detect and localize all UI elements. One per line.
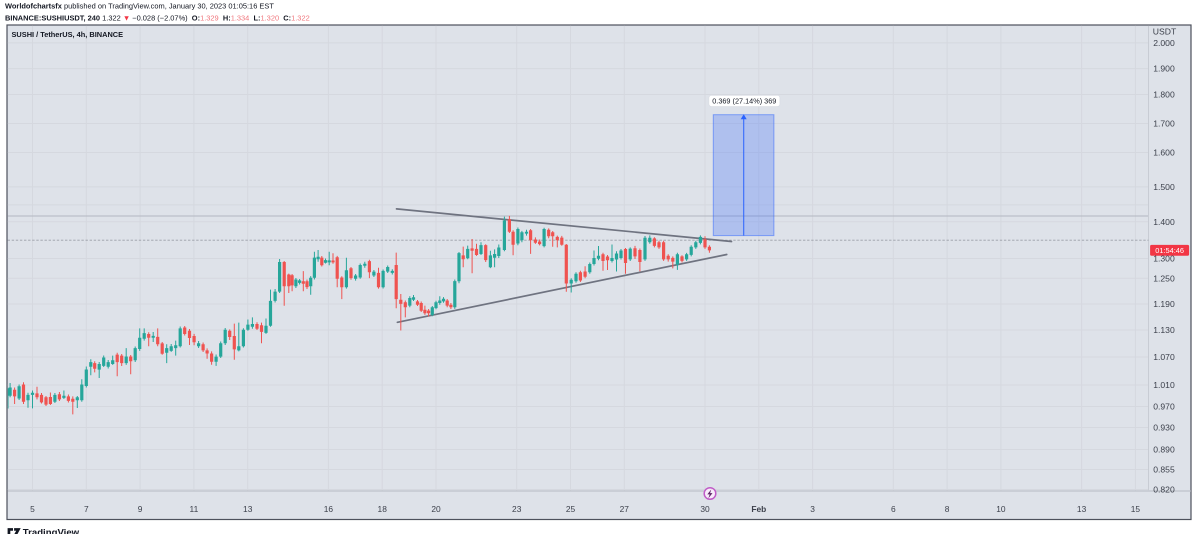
svg-text:0.369 (27.14%) 369: 0.369 (27.14%) 369 — [712, 97, 776, 106]
svg-text:6: 6 — [891, 504, 896, 514]
svg-text:0.970: 0.970 — [1153, 402, 1175, 412]
svg-text:23: 23 — [512, 504, 522, 514]
svg-text:1.500: 1.500 — [1153, 182, 1175, 192]
svg-text:1.400: 1.400 — [1153, 217, 1175, 227]
svg-text:9: 9 — [138, 504, 143, 514]
svg-text:2.000: 2.000 — [1153, 38, 1175, 48]
svg-text:1.190: 1.190 — [1153, 299, 1175, 309]
svg-text:USDT: USDT — [1153, 27, 1177, 37]
svg-text:Feb: Feb — [751, 504, 766, 514]
svg-text:1.300: 1.300 — [1153, 254, 1175, 264]
svg-text:1.250: 1.250 — [1153, 273, 1175, 283]
svg-text:7: 7 — [84, 504, 89, 514]
svg-text:18: 18 — [378, 504, 388, 514]
svg-text:1.010: 1.010 — [1153, 380, 1175, 390]
svg-text:20: 20 — [431, 504, 441, 514]
svg-text:1.800: 1.800 — [1153, 90, 1175, 100]
svg-text:30: 30 — [700, 504, 710, 514]
svg-text:SUSHI / TetherUS, 4h, BINANCE: SUSHI / TetherUS, 4h, BINANCE — [12, 30, 124, 39]
svg-text:1.070: 1.070 — [1153, 352, 1175, 362]
svg-text:1.900: 1.900 — [1153, 64, 1175, 74]
svg-text:10: 10 — [996, 504, 1006, 514]
svg-text:25: 25 — [566, 504, 576, 514]
svg-text:Worldofchartsfx published on T: Worldofchartsfx published on TradingView… — [5, 1, 274, 10]
svg-text:8: 8 — [945, 504, 950, 514]
svg-text:16: 16 — [324, 504, 334, 514]
svg-text:27: 27 — [620, 504, 630, 514]
svg-text:01:54:46: 01:54:46 — [1155, 246, 1184, 255]
svg-text:1.130: 1.130 — [1153, 325, 1175, 335]
svg-text:0.820: 0.820 — [1153, 485, 1175, 495]
svg-text:1.700: 1.700 — [1153, 119, 1175, 129]
svg-text:13: 13 — [1077, 504, 1087, 514]
svg-text:5: 5 — [30, 504, 35, 514]
svg-text:BINANCE:SUSHIUSDT, 240 1.322 ▼: BINANCE:SUSHIUSDT, 240 1.322 ▼ −0.028 (−… — [5, 14, 310, 23]
svg-text:3: 3 — [810, 504, 815, 514]
svg-text:0.855: 0.855 — [1153, 465, 1175, 475]
svg-text:TradingView: TradingView — [23, 527, 80, 534]
svg-text:11: 11 — [190, 504, 199, 514]
svg-text:0.890: 0.890 — [1153, 445, 1175, 455]
svg-text:15: 15 — [1131, 504, 1141, 514]
svg-text:1.600: 1.600 — [1153, 148, 1175, 158]
svg-text:13: 13 — [243, 504, 253, 514]
svg-text:0.930: 0.930 — [1153, 423, 1175, 433]
